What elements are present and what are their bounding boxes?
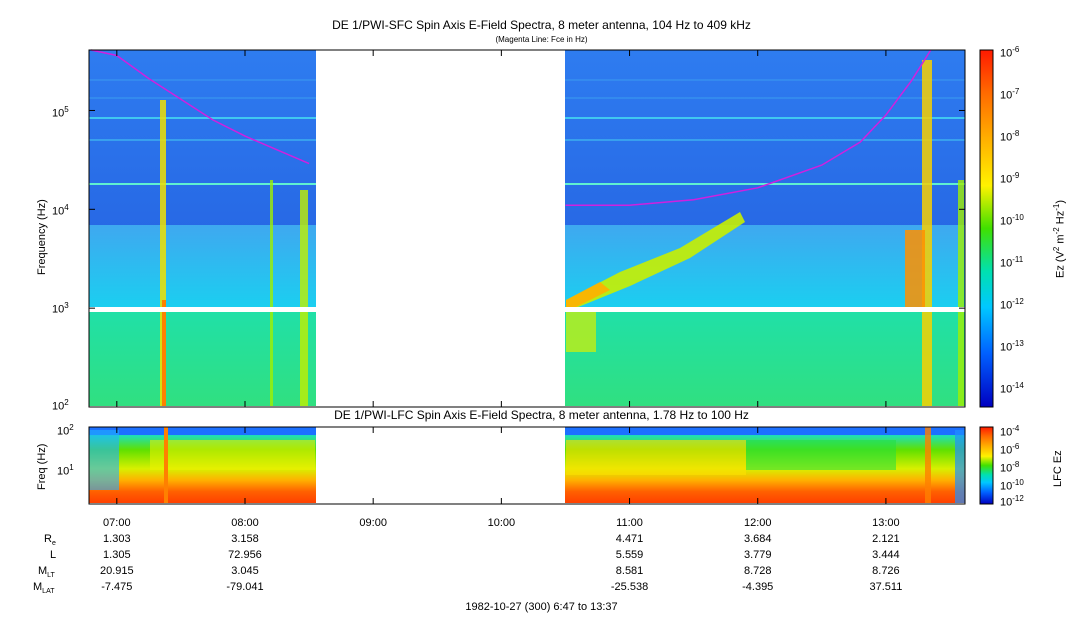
sfc-spectrogram <box>88 49 966 408</box>
ephemeris-value: 8.581 <box>615 565 644 577</box>
ephemeris-value: 37.511 <box>869 581 903 593</box>
x-tick-label: 13:00 <box>872 517 900 529</box>
lfc-ytick-1e1: 101 <box>57 463 74 478</box>
x-tick-label: 09:00 <box>359 517 387 529</box>
ephemeris-value: 4.471 <box>615 533 644 545</box>
ephemeris-value: 1.305 <box>103 549 131 561</box>
lfc-cbar-tick: 10-10 <box>1000 478 1024 493</box>
lfc-title: DE 1/PWI-LFC Spin Axis E-Field Spectra, … <box>334 408 749 422</box>
lfc-cbar-tick: 10-8 <box>1000 460 1020 475</box>
x-tick-label: 12:00 <box>743 517 772 529</box>
sfc-colorbar <box>979 49 994 408</box>
ephemeris-value: -79.041 <box>226 581 264 593</box>
ephemeris-value: 72.956 <box>228 549 262 561</box>
ephemeris-value: 3.045 <box>231 565 259 577</box>
sfc-cbar-tick: 10-7 <box>1000 87 1020 102</box>
lfc-ytick-1e2: 102 <box>57 423 74 438</box>
ephemeris-value: 8.726 <box>872 565 900 577</box>
fce-line-pass1 <box>91 49 310 165</box>
sfc-cbar-tick: 10-14 <box>1000 381 1024 396</box>
x-tick-label: 11:00 <box>616 517 643 529</box>
sfc-ytick-1e3: 103 <box>52 301 69 316</box>
sfc-cbar-tick: 10-13 <box>1000 339 1024 354</box>
sfc-cbar-tick: 10-12 <box>1000 297 1024 312</box>
y-axis-ticks <box>89 109 965 408</box>
ephemeris-value: -25.538 <box>610 581 649 593</box>
x-axis-ticks <box>116 50 887 504</box>
sfc-cbar-tick: 10-10 <box>1000 213 1024 228</box>
sfc-cbar-tick: 10-6 <box>1000 45 1020 60</box>
eph-label-mlat: MLAT <box>33 581 55 596</box>
eph-label-l: L <box>50 549 57 561</box>
sfc-title: DE 1/PWI-SFC Spin Axis E-Field Spectra, … <box>332 18 751 32</box>
eph-label-mlt: MLT <box>38 565 55 580</box>
sfc-ytick-1e2: 102 <box>52 398 69 413</box>
lfc-spectrogram <box>88 426 966 505</box>
lfc-cbar-tick: 10-6 <box>1000 442 1020 457</box>
ephemeris-value: 3.779 <box>743 549 772 561</box>
lfc-colorbar <box>979 426 994 505</box>
x-tick-label: 08:00 <box>231 517 259 529</box>
ephemeris-value: -7.475 <box>101 581 133 593</box>
ephemeris-value: 1.303 <box>103 533 131 545</box>
sfc-subtitle: (Magenta Line: Fce in Hz) <box>495 35 588 44</box>
sfc-ytick-1e4: 104 <box>52 203 69 218</box>
lfc-cbar-tick: 10-4 <box>1000 424 1020 439</box>
sfc-cbar-tick: 10-11 <box>1000 255 1024 270</box>
ephemeris-value: -4.395 <box>742 581 774 593</box>
ephemeris-value: 8.728 <box>743 565 772 577</box>
ephemeris-value: 5.559 <box>615 549 644 561</box>
x-tick-label: 07:00 <box>103 517 131 529</box>
sfc-cbar-tick: 10-8 <box>1000 129 1020 144</box>
fce-line-pass2 <box>565 49 932 206</box>
ephemeris-value: 2.121 <box>872 533 900 545</box>
x-tick-label: 10:00 <box>487 517 516 529</box>
sfc-cbar-tick: 10-9 <box>1000 171 1020 186</box>
time-range-footer: 1982-10-27 (300) 6:47 to 13:37 <box>465 601 618 613</box>
lfc-cbar-tick: 10-12 <box>1000 494 1024 509</box>
ephemeris-value: 3.158 <box>231 533 259 545</box>
sfc-ytick-1e5: 105 <box>52 105 69 120</box>
ephemeris-value: 3.684 <box>743 533 772 545</box>
ephemeris-value: 3.444 <box>872 549 900 561</box>
ephemeris-value: 20.915 <box>99 565 134 577</box>
eph-label-re: Re <box>44 533 56 548</box>
